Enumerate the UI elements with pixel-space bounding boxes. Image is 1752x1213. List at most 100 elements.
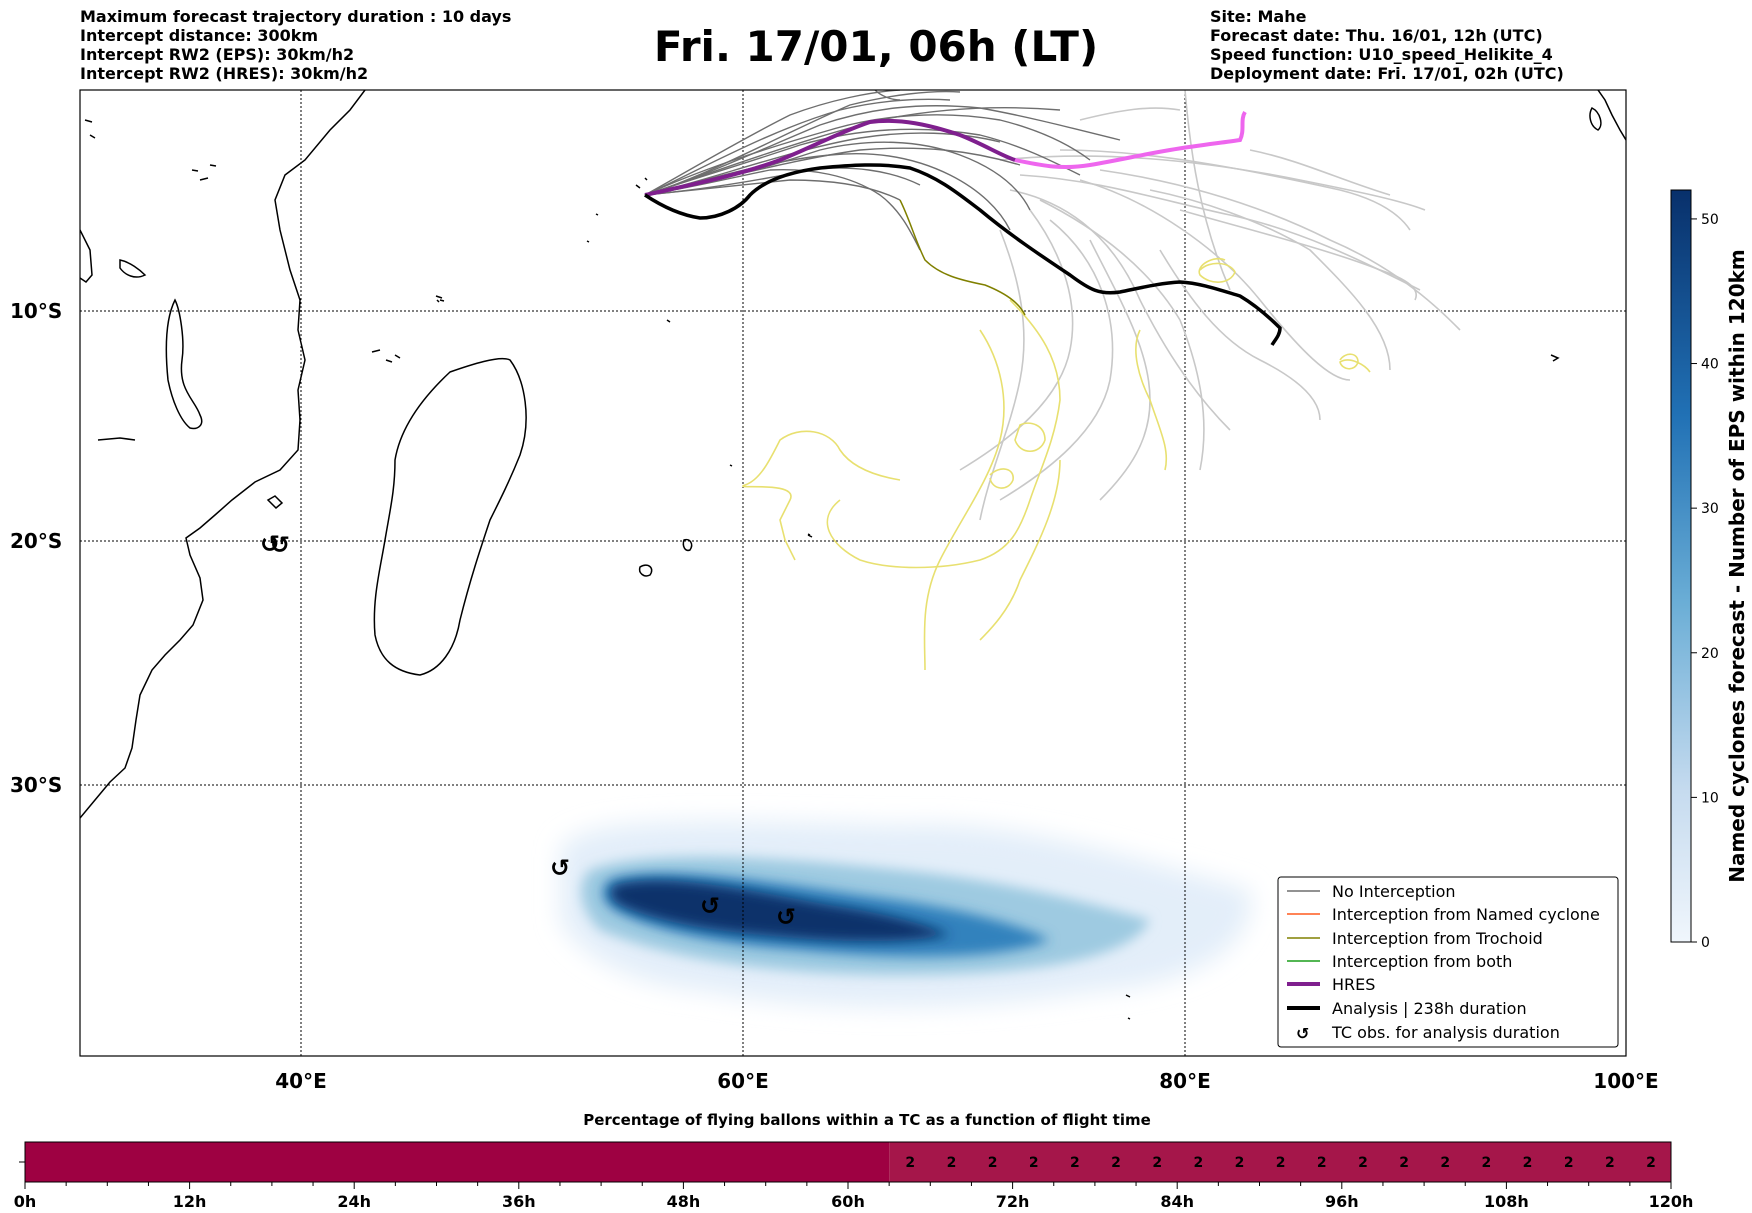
eps-trajectory-late — [1059, 149, 1411, 231]
colorbar-gradient — [1670, 189, 1692, 943]
lon-label: 80°E — [1159, 1069, 1211, 1093]
tc-observations: ↺ ↺ ↺ ↺ ↺ — [260, 530, 796, 931]
flight-bar-value-label: 2 — [988, 1155, 998, 1171]
colorbar-tick-label: 20 — [1701, 646, 1719, 662]
tc-obs-icon: ↺ — [270, 531, 290, 559]
flight-bar-value-label: 2 — [1235, 1155, 1245, 1171]
legend-tc-icon: ↺ — [1296, 1024, 1309, 1043]
flight-bar-value-label: 2 — [1482, 1155, 1492, 1171]
trochoid-trajectory — [923, 329, 1005, 671]
legend-both: Interception from both — [1332, 952, 1512, 971]
somalia-coast-fragment — [80, 229, 93, 283]
flight-bar-value-label: 2 — [1317, 1155, 1327, 1171]
sri-lanka-fragment — [1589, 107, 1602, 131]
eps-trajectory-early — [644, 168, 921, 251]
flight-bar-tick-label: 48h — [667, 1192, 701, 1211]
flight-bar-value-label: 2 — [1070, 1155, 1080, 1171]
flight-bar-values: 2 2 2 2 2 2 2 2 2 2 2 2 2 2 2 2 2 2 2 — [905, 1155, 1655, 1171]
colorbar-tick-label: 50 — [1701, 212, 1719, 228]
eps-trajectory-early — [644, 90, 901, 196]
flight-bar-tick-label: 24h — [337, 1192, 371, 1211]
coastal-islands-north — [84, 119, 217, 181]
flight-bar-ticks: 0h 12h 24h 36h 48h 60h 72h 84h 96h 108h 120h — [14, 1182, 1694, 1211]
legend-hres: HRES — [1332, 975, 1375, 994]
legend: No Interception Interception from Named … — [1277, 876, 1619, 1048]
tc-obs-icon: ↺ — [776, 903, 796, 931]
eps-trajectory-late — [1159, 249, 1321, 421]
longitude-labels: 40°E 60°E 80°E 100°E — [275, 1069, 1658, 1093]
header-deployment-date: Deployment date: Fri. 17/01, 02h (UTC) — [1210, 64, 1564, 83]
eps-trajectory-late — [1079, 107, 1181, 121]
eps-trajectory-late — [1089, 239, 1151, 501]
coastlines — [80, 90, 1626, 1020]
trochoid-trajectory — [826, 299, 1061, 569]
map-title: Fri. 17/01, 06h (LT) — [653, 22, 1099, 71]
flight-bar-value-label: 2 — [1440, 1155, 1450, 1171]
flight-bar-tick-label: 120h — [1649, 1192, 1694, 1211]
trajectories-late — [959, 90, 1461, 521]
graticule — [80, 90, 1626, 1056]
tc-obs-icon: ↺ — [260, 530, 280, 558]
flight-bar-tick-label: 108h — [1484, 1192, 1529, 1211]
reunion-island — [638, 564, 653, 577]
flight-time-bar: Percentage of flying ballons within a TC… — [14, 1111, 1694, 1211]
trochoid-loop — [1014, 422, 1046, 453]
eps-trajectory-early — [644, 114, 1091, 196]
tc-obs-icon: ↺ — [700, 892, 720, 920]
legend-named-cyclone: Interception from Named cyclone — [1332, 905, 1600, 924]
tc-obs-icon: ↺ — [550, 854, 570, 882]
flight-bar-value-label: 2 — [1276, 1155, 1286, 1171]
header-info-right: Site: Mahe Forecast date: Thu. 16/01, 12… — [1210, 7, 1564, 83]
flight-bar-title: Percentage of flying ballons within a TC… — [583, 1111, 1151, 1129]
small-islands-north — [586, 177, 648, 243]
hres-trajectory — [644, 118, 1016, 197]
eps-trajectory-late — [1039, 199, 1205, 471]
lon-label: 60°E — [717, 1069, 769, 1093]
colorbar-tick-label: 40 — [1701, 357, 1719, 373]
seychelles-islands — [435, 295, 445, 303]
trochoid-trajectory-olive — [899, 199, 1026, 316]
flight-bar-value-label: 2 — [1605, 1155, 1615, 1171]
lake-victoria — [119, 259, 147, 278]
flight-bar-value-label: 2 — [1029, 1155, 1039, 1171]
flight-bar-value-label: 2 — [1193, 1155, 1203, 1171]
eps-trajectory-early — [874, 90, 901, 101]
eps-trajectory-early — [644, 105, 1121, 196]
cyclone-density-field — [560, 821, 1252, 1007]
header-forecast-date: Forecast date: Thu. 16/01, 12h (UTC) — [1210, 26, 1543, 45]
madagascar-coast — [373, 358, 527, 676]
lon-label: 100°E — [1593, 1069, 1658, 1093]
colorbar: 0 10 20 30 40 50 Named cyclones forecast - Nu… — [1670, 189, 1749, 951]
lat-label: 30°S — [10, 773, 62, 797]
eps-trajectory-late — [1099, 169, 1461, 331]
flight-bar-segment-zero — [25, 1142, 890, 1182]
trochoid-loop — [989, 468, 1014, 489]
colorbar-tick-label: 10 — [1701, 790, 1719, 806]
flight-bar-tick-label: 60h — [831, 1192, 865, 1211]
colorbar-title: Named cyclones forecast - Number of EPS … — [1725, 249, 1749, 883]
small-island-east — [1550, 354, 1560, 362]
trochoid-trajectory — [979, 459, 1061, 641]
flight-bar-tick-label: 36h — [502, 1192, 536, 1211]
lon-label: 40°E — [275, 1069, 327, 1093]
hres-trajectory-late — [1014, 110, 1247, 170]
flight-bar-tick-label: 96h — [1325, 1192, 1359, 1211]
flight-bar-tick-label: 12h — [173, 1192, 207, 1211]
eps-trajectory-late — [1149, 189, 1391, 371]
eps-trajectory-early — [644, 179, 901, 201]
lake-tanganyika — [165, 298, 203, 430]
trochoid-trajectories — [742, 257, 1371, 671]
trochoid-trajectory — [1135, 329, 1168, 471]
legend-analysis: Analysis | 238h duration — [1332, 999, 1527, 1018]
flight-bar-value-label: 2 — [1152, 1155, 1162, 1171]
header-speed-function: Speed function: U10_speed_Helikite_4 — [1210, 45, 1553, 64]
colorbar-ticks: 0 10 20 30 40 50 — [1691, 212, 1719, 951]
lat-label: 20°S — [10, 529, 62, 553]
colorbar-tick-label: 30 — [1701, 501, 1719, 517]
flight-bar-value-label: 2 — [1523, 1155, 1533, 1171]
eps-trajectory-late — [979, 229, 1025, 521]
flight-bar-value-label: 2 — [905, 1155, 915, 1171]
trajectories-early — [644, 90, 1121, 251]
african-coast — [80, 90, 366, 819]
